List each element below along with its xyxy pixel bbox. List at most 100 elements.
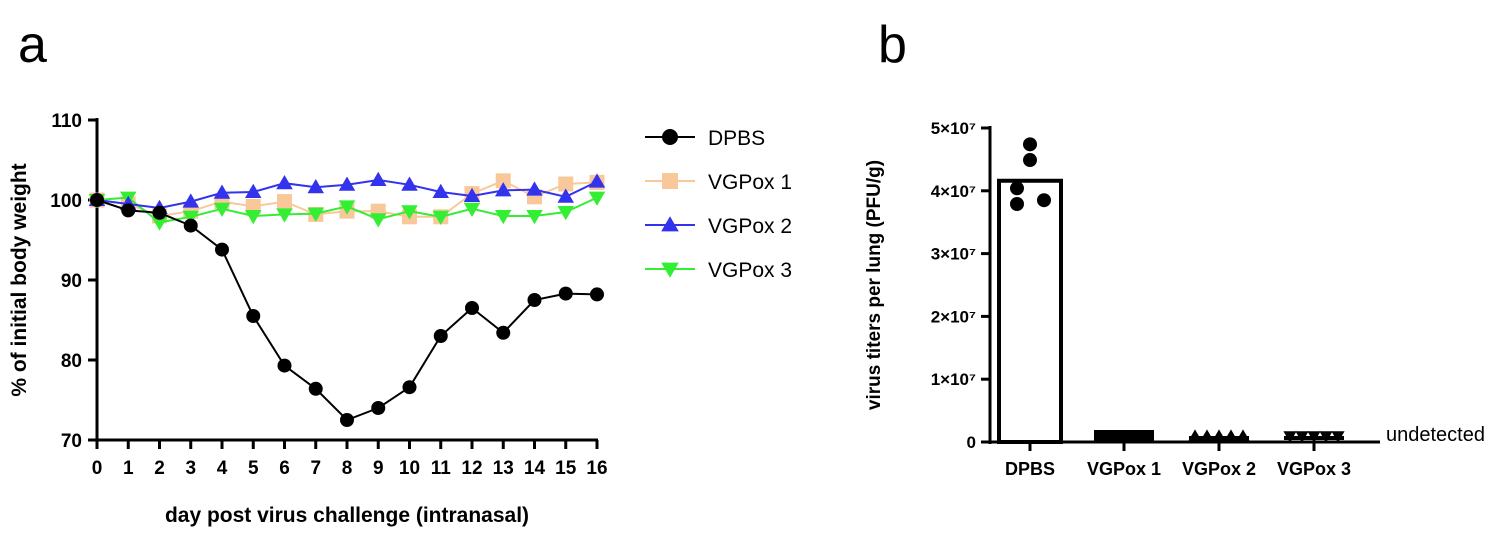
y-tick-label: 0: [967, 433, 976, 452]
data-point: [1188, 429, 1202, 441]
y-tick-label: 4×10⁷: [931, 182, 976, 201]
data-point: [558, 286, 573, 301]
data-point: [307, 207, 324, 222]
panel-label-a: a: [18, 16, 47, 74]
x-tick-label: 16: [586, 458, 607, 479]
data-point: [432, 210, 449, 226]
series-dpbs: [90, 193, 604, 427]
data-point: [495, 210, 512, 225]
legend-label: VGPox 1: [708, 171, 792, 194]
data-point: [590, 287, 604, 302]
data-point: [1106, 430, 1118, 442]
x-tick-label: 14: [524, 458, 546, 479]
data-point: [277, 194, 292, 210]
x-tick-label: VGPox 2: [1182, 459, 1256, 479]
data-point: [276, 174, 293, 190]
data-point: [526, 181, 543, 196]
data-point: [182, 210, 199, 226]
data-point: [1236, 429, 1250, 441]
data-point: [527, 293, 542, 307]
data-point: [246, 309, 261, 323]
x-tick-label: 4: [217, 458, 228, 479]
x-tick-label: DPBS: [1005, 459, 1055, 479]
data-point: [1094, 430, 1106, 442]
data-point: [1283, 431, 1297, 443]
data-point: [245, 183, 262, 198]
y-tick-label: 90: [61, 271, 82, 292]
data-point: [1023, 137, 1037, 152]
data-point: [557, 206, 574, 221]
x-tick-label: 11: [431, 458, 452, 479]
data-point: [1010, 181, 1024, 196]
x-tick-label: 15: [555, 458, 577, 479]
x-tick-label: 3: [185, 458, 196, 479]
x-tick-label: 8: [342, 458, 353, 479]
panel-label-b: b: [878, 16, 907, 74]
y-tick-label: 1×10⁷: [931, 370, 976, 389]
y-tick-label: 80: [61, 351, 82, 372]
data-point: [1224, 429, 1238, 441]
legend-label: VGPox 3: [708, 259, 792, 282]
x-tick-label: VGPox 3: [1277, 459, 1351, 479]
y-tick-label: 110: [51, 111, 82, 132]
data-point: [401, 176, 418, 191]
data-point: [90, 193, 104, 207]
data-point: [1130, 430, 1142, 442]
x-tick-label: 9: [373, 458, 384, 479]
data-point: [370, 213, 387, 228]
data-point: [557, 188, 574, 203]
data-point: [1142, 430, 1154, 442]
data-point: [495, 173, 511, 189]
data-point: [1010, 196, 1024, 211]
data-point: [370, 171, 387, 186]
data-point: [588, 173, 606, 188]
data-point: [371, 401, 386, 415]
data-point: [215, 242, 229, 257]
series-vgpox-3: [88, 191, 606, 231]
x-tick-label: 6: [279, 458, 290, 479]
data-point: [463, 187, 481, 202]
data-point: [151, 216, 168, 231]
x-tick-label: 5: [248, 458, 259, 479]
y-axis-label: virus titers per lung (PFU/g): [864, 160, 885, 410]
x-tick-label: 2: [154, 458, 165, 479]
data-point: [183, 218, 198, 233]
data-point: [338, 176, 356, 191]
data-point: [213, 202, 231, 218]
data-point: [432, 183, 449, 198]
x-tick-label: 10: [399, 458, 420, 479]
y-tick-label: 100: [50, 191, 82, 212]
bar: [997, 178, 1063, 444]
data-point: [1307, 431, 1321, 443]
bar-chart: 0 1×10⁷ 2×10⁷ 3×10⁷ 4×10⁷ 5×10⁷ virus titers p…: [864, 119, 1485, 479]
legend-marker: [662, 129, 678, 145]
data-point: [588, 191, 606, 206]
data-point: [433, 329, 448, 343]
legend-marker: [661, 216, 679, 232]
data-point: [1212, 429, 1226, 441]
x-tick-label: 13: [493, 458, 514, 479]
data-point: [1023, 153, 1037, 168]
data-point: [401, 205, 418, 220]
data-point: [307, 178, 324, 194]
legend-label: DPBS: [708, 127, 765, 150]
x-tick-label: 1: [123, 458, 134, 479]
undetected-annotation: undetected: [1386, 424, 1485, 446]
data-point: [152, 205, 167, 220]
data-point: [496, 325, 511, 340]
data-point: [402, 380, 417, 395]
data-point: [1200, 429, 1214, 441]
legend-marker: [661, 262, 679, 278]
series-line: [96, 199, 598, 422]
data-point: [245, 210, 262, 225]
data-point: [465, 301, 479, 315]
data-point: [526, 210, 543, 225]
data-point: [277, 358, 292, 373]
legend-marker: [662, 173, 678, 189]
y-tick-label: 70: [61, 431, 82, 452]
legend-label: VGPox 2: [708, 215, 792, 238]
data-point: [182, 193, 199, 208]
x-tick-label: 12: [461, 458, 482, 479]
